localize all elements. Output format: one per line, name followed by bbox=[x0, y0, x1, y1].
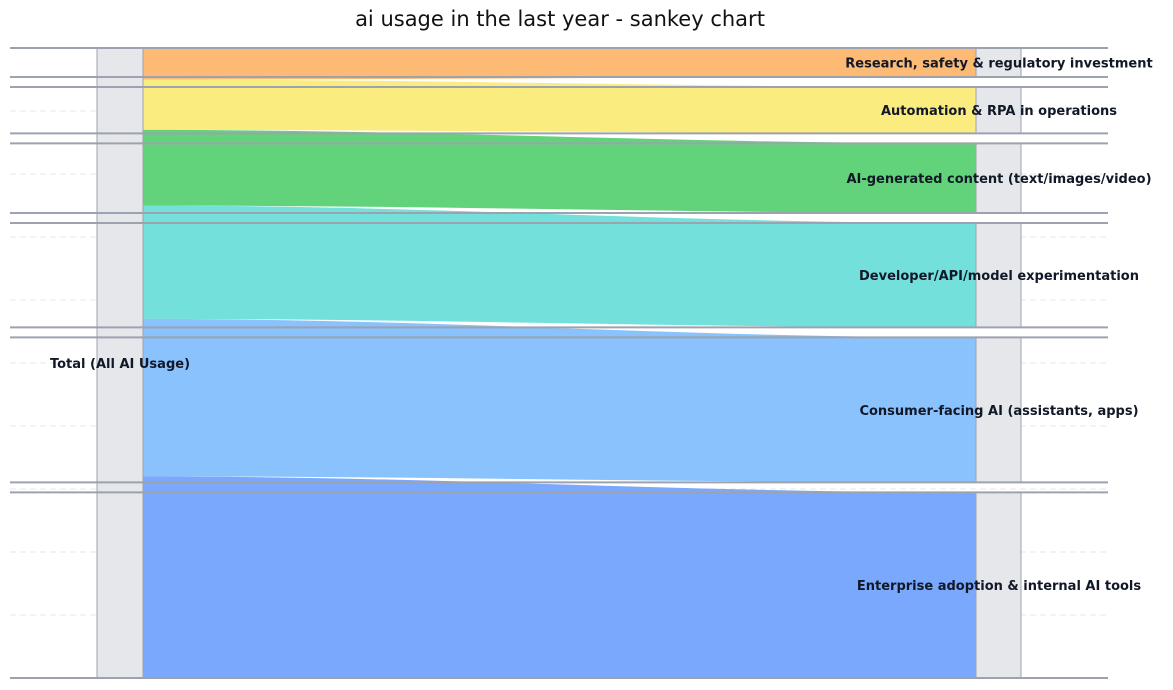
flow-link-enterprise-adoption-internal-ai-tools bbox=[143, 476, 976, 678]
flow-link-research-safety-regulatory-investment bbox=[143, 48, 976, 80]
separator-lines bbox=[10, 47, 1108, 679]
target-node-ai-generated-content-text-images-video bbox=[975, 142, 1022, 214]
target-node-research-safety-regulatory-investment bbox=[975, 47, 1022, 78]
node-labels: Total (All AI Usage) Research, safety & r… bbox=[50, 57, 1153, 595]
flow-link-automation-rpa-in-operations bbox=[143, 79, 976, 134]
source-node bbox=[96, 47, 144, 679]
target-label-developer-api-model-experimentation: Developer/API/model experimentation bbox=[859, 269, 1139, 284]
target-label-enterprise-adoption-internal-ai-tools: Enterprise adoption & internal AI tools bbox=[857, 579, 1142, 594]
target-node-consumer-facing-ai-assistants-apps bbox=[975, 336, 1022, 483]
chart-title: ai usage in the last year - sankey chart bbox=[355, 7, 765, 31]
target-node-enterprise-adoption-internal-ai-tools bbox=[975, 491, 1022, 679]
flow-link-developer-api-model-experimentation bbox=[143, 205, 976, 328]
target-label-consumer-facing-ai-assistants-apps: Consumer-facing AI (assistants, apps) bbox=[859, 404, 1138, 419]
flow-link-ai-generated-content-text-images-video bbox=[143, 129, 976, 213]
source-node-label: Total (All AI Usage) bbox=[50, 357, 190, 372]
target-label-ai-generated-content-text-images-video: AI-generated content (text/images/video) bbox=[846, 172, 1151, 187]
flow-links bbox=[143, 48, 976, 678]
target-label-automation-rpa-in-operations: Automation & RPA in operations bbox=[881, 104, 1117, 119]
target-label-research-safety-regulatory-investment: Research, safety & regulatory investment bbox=[845, 57, 1152, 72]
nodes bbox=[96, 47, 1022, 679]
flow-link-consumer-facing-ai-assistants-apps bbox=[143, 318, 976, 483]
